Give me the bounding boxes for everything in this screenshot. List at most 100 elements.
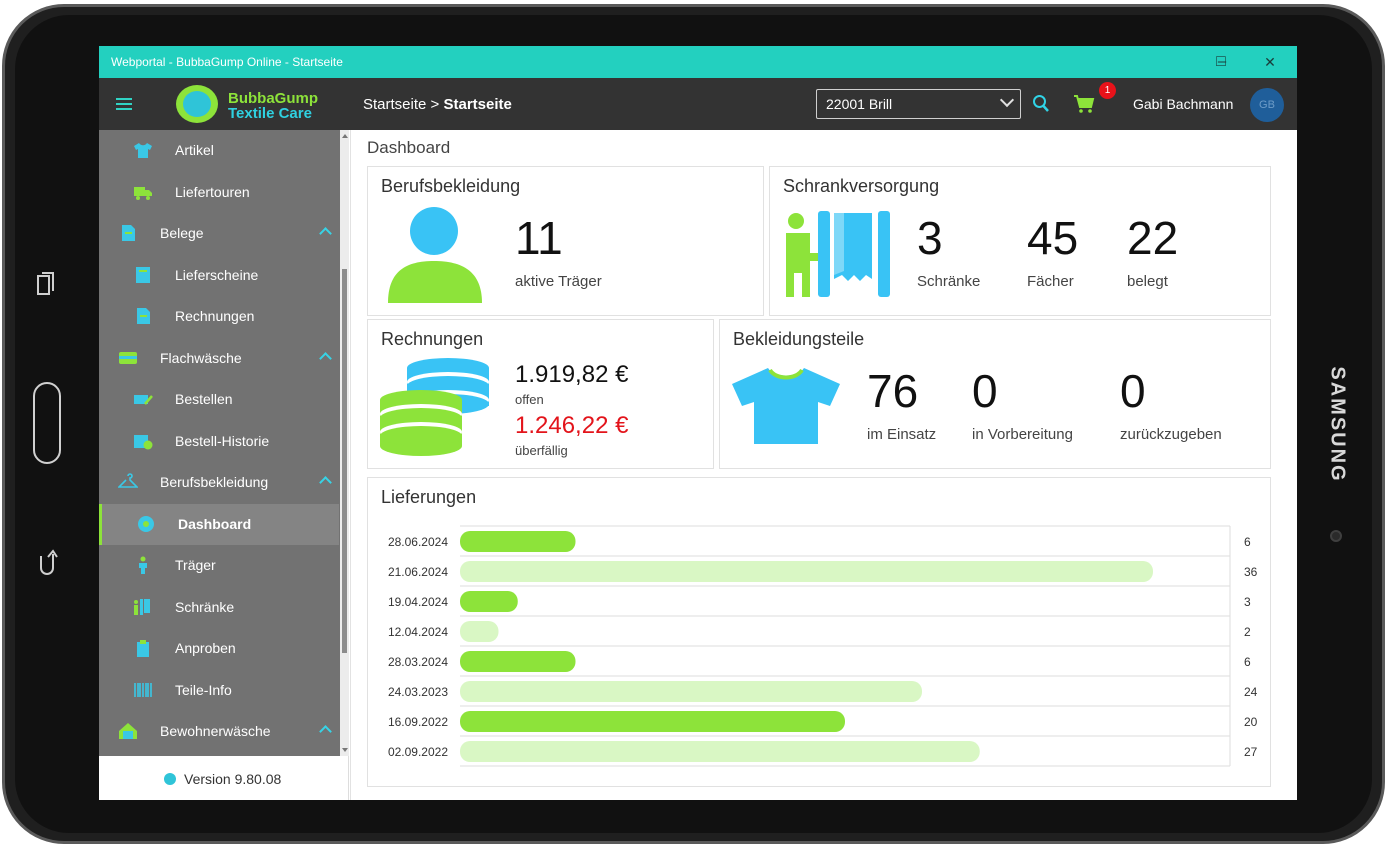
chart-category-label: 02.09.2022 bbox=[388, 745, 448, 759]
chart-value-label: 20 bbox=[1244, 715, 1258, 729]
sidebar-item-dashboard[interactable]: Dashboard bbox=[99, 503, 339, 545]
card-rechnungen[interactable]: Rechnungen 1.919,82 € offen 1.246,22 € ü… bbox=[367, 319, 714, 469]
recent-apps-icon[interactable] bbox=[37, 272, 55, 298]
device-brand: SAMSUNG bbox=[1325, 360, 1349, 490]
menu-icon[interactable] bbox=[116, 98, 132, 110]
barcode-icon bbox=[133, 681, 153, 699]
breadcrumb-root[interactable]: Startseite bbox=[363, 96, 427, 113]
overdue-amount: 1.246,22 € bbox=[515, 412, 629, 439]
sidebar-item-belege[interactable]: Belege bbox=[99, 213, 339, 254]
chart-bar[interactable] bbox=[460, 651, 576, 672]
chart-bar[interactable] bbox=[460, 681, 922, 702]
delivery-note-icon bbox=[133, 266, 153, 284]
hanger-icon bbox=[117, 473, 139, 491]
sidebar-item-bewohnerwäsche[interactable]: Bewohnerwäsche bbox=[99, 711, 339, 752]
scroll-down-icon[interactable] bbox=[342, 748, 348, 752]
card-title: Rechnungen bbox=[381, 329, 484, 349]
app-header: BubbaGump Textile Care Startseite > Star… bbox=[99, 78, 1297, 130]
sidebar-item-träger[interactable]: Träger bbox=[99, 545, 339, 586]
overdue-label: überfällig bbox=[515, 443, 568, 458]
sidebar-item-bestellen[interactable]: Bestellen bbox=[99, 379, 339, 420]
document-icon bbox=[118, 224, 138, 242]
chart-bar[interactable] bbox=[460, 741, 980, 762]
history-icon bbox=[133, 432, 153, 450]
chart-value-label: 36 bbox=[1244, 565, 1258, 579]
chart-bar[interactable] bbox=[460, 711, 845, 732]
card-bekleidungsteile[interactable]: Bekleidungsteile 76 im Einsatz 0 in Vorbere… bbox=[719, 319, 1271, 469]
card-title: Schrankversorgung bbox=[783, 176, 940, 196]
scrollbar-thumb[interactable] bbox=[342, 269, 347, 653]
stat-label: belegt bbox=[1127, 273, 1168, 290]
chart-category-label: 28.06.2024 bbox=[388, 535, 448, 549]
stat-label: Schränke bbox=[917, 273, 981, 290]
maximize-button[interactable]: □ bbox=[1216, 53, 1226, 70]
location-select-value: 22001 Brill bbox=[826, 96, 893, 112]
cart-badge: 1 bbox=[1099, 82, 1116, 99]
stat-value: 76 bbox=[867, 365, 919, 417]
sidebar-item-liefertouren[interactable]: Liefertouren bbox=[99, 172, 339, 213]
location-select[interactable]: 22001 Brill bbox=[816, 89, 1021, 119]
chart-bar[interactable] bbox=[460, 531, 576, 552]
user-name[interactable]: Gabi Bachmann bbox=[1133, 96, 1234, 112]
chevron-up-icon[interactable] bbox=[319, 227, 332, 240]
sidebar-item-artikel[interactable]: Artikel bbox=[99, 130, 339, 171]
locker-icon bbox=[786, 211, 890, 297]
chevron-up-icon[interactable] bbox=[319, 351, 332, 365]
card-schrankversorgung[interactable]: Schrankversorgung 3 Schränke 45 Fächer 22 bel… bbox=[769, 166, 1271, 316]
coins-icon bbox=[380, 358, 489, 456]
scroll-up-icon[interactable] bbox=[342, 134, 348, 138]
sidebar-scrollbar[interactable] bbox=[340, 130, 349, 756]
sidebar-item-flachwäsche[interactable]: Flachwäsche bbox=[99, 338, 339, 379]
sidebar-item-label: Artikel bbox=[175, 142, 214, 158]
sidebar-item-rechnungen[interactable]: Rechnungen bbox=[99, 296, 339, 337]
stat-value: 45 bbox=[1027, 212, 1079, 264]
linen-icon bbox=[118, 349, 138, 367]
sidebar: Artikel Liefertouren Belege Lieferscheine Re… bbox=[99, 130, 349, 800]
clipboard-icon bbox=[133, 639, 153, 657]
chart-bar[interactable] bbox=[460, 621, 499, 642]
sidebar-item-schränke[interactable]: Schränke bbox=[99, 587, 339, 628]
chart-value-label: 3 bbox=[1244, 595, 1251, 609]
title-bar: Webportal - BubbaGump Online - Startseit… bbox=[99, 46, 1297, 78]
chart-category-label: 12.04.2024 bbox=[388, 625, 448, 639]
stat-value: 3 bbox=[917, 212, 943, 264]
sidebar-item-label: Teile-Info bbox=[175, 681, 232, 698]
card-lieferungen: Lieferungen 28.06.2024 6 21.06.2024 36 19.04… bbox=[367, 477, 1271, 787]
minimize-button[interactable]: – bbox=[1217, 53, 1227, 70]
chart-bar[interactable] bbox=[460, 591, 518, 612]
stat-value: 22 bbox=[1127, 212, 1179, 264]
card-berufsbekleidung[interactable]: Berufsbekleidung 11 aktive Träger bbox=[367, 166, 764, 316]
sidebar-item-label: Liefertouren bbox=[175, 183, 250, 200]
shirt-icon bbox=[133, 141, 153, 159]
cart-icon[interactable] bbox=[1073, 94, 1095, 114]
sidebar-item-label: Berufsbekleidung bbox=[160, 474, 269, 490]
sidebar-item-teile-info[interactable]: Teile-Info bbox=[99, 670, 339, 711]
close-button[interactable]: ✕ bbox=[1264, 54, 1276, 70]
sidebar-item-bestell-historie[interactable]: Bestell-Historie bbox=[99, 421, 339, 462]
truck-icon bbox=[133, 183, 153, 201]
chart-category-label: 16.09.2022 bbox=[388, 715, 448, 729]
locker-icon bbox=[133, 598, 153, 616]
chevron-up-icon[interactable] bbox=[319, 725, 332, 738]
back-icon[interactable] bbox=[36, 548, 58, 576]
sidebar-item-anproben[interactable]: Anproben bbox=[99, 628, 339, 669]
sidebar-item-label: Lieferscheine bbox=[175, 266, 259, 283]
chevron-down-icon bbox=[999, 92, 1015, 108]
chart-value-label: 27 bbox=[1244, 745, 1258, 759]
chart-category-label: 28.03.2024 bbox=[388, 655, 448, 669]
breadcrumb-separator: > bbox=[430, 96, 440, 113]
chart-category-label: 21.06.2024 bbox=[388, 565, 448, 579]
sidebar-item-label: Bestell-Historie bbox=[175, 432, 270, 449]
stat-label: zurückzugeben bbox=[1120, 426, 1222, 443]
stat-value: 0 bbox=[1120, 365, 1146, 417]
logo-icon bbox=[176, 85, 218, 123]
sidebar-item-lieferscheine[interactable]: Lieferscheine bbox=[99, 255, 339, 296]
chevron-up-icon[interactable] bbox=[319, 476, 332, 489]
front-camera bbox=[1330, 530, 1342, 542]
search-icon[interactable] bbox=[1032, 94, 1050, 114]
sidebar-item-berufsbekleidung[interactable]: Berufsbekleidung bbox=[99, 462, 339, 503]
chart-bar[interactable] bbox=[460, 561, 1153, 582]
home-button[interactable] bbox=[33, 382, 61, 464]
breadcrumb-current: Startseite bbox=[443, 96, 512, 113]
avatar[interactable]: GB bbox=[1250, 88, 1284, 122]
